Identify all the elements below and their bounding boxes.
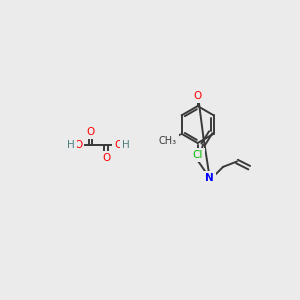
Text: O: O <box>74 140 82 150</box>
Text: O: O <box>114 140 122 150</box>
Text: H: H <box>122 140 130 150</box>
Text: N: N <box>205 173 214 184</box>
Text: CH₃: CH₃ <box>159 136 177 146</box>
Text: Cl: Cl <box>193 150 203 160</box>
Text: O: O <box>194 91 202 101</box>
Text: H: H <box>67 140 74 150</box>
Text: O: O <box>102 153 110 164</box>
Text: O: O <box>86 127 95 137</box>
